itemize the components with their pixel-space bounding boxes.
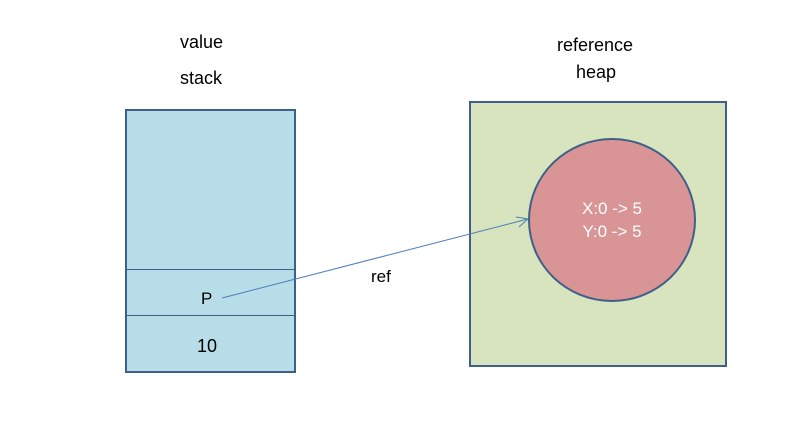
object-field-x: X:0 -> 5: [581, 199, 642, 218]
heap-kind-label: reference: [557, 35, 634, 55]
stack-divider-top: [127, 269, 294, 270]
stack-divider-bottom: [127, 315, 294, 316]
stack-slot-value: 10: [197, 336, 218, 356]
stack-slot-p: P: [201, 289, 213, 308]
object-field-y: Y:0 -> 5: [582, 222, 642, 241]
stack-title: stack: [180, 68, 223, 88]
arrow-label: ref: [371, 267, 391, 286]
heap-object: X:0 -> 5 Y:0 -> 5: [528, 138, 696, 302]
stack-box: [125, 109, 296, 373]
stack-kind-label: value: [180, 32, 224, 52]
heap-title: heap: [576, 62, 617, 82]
